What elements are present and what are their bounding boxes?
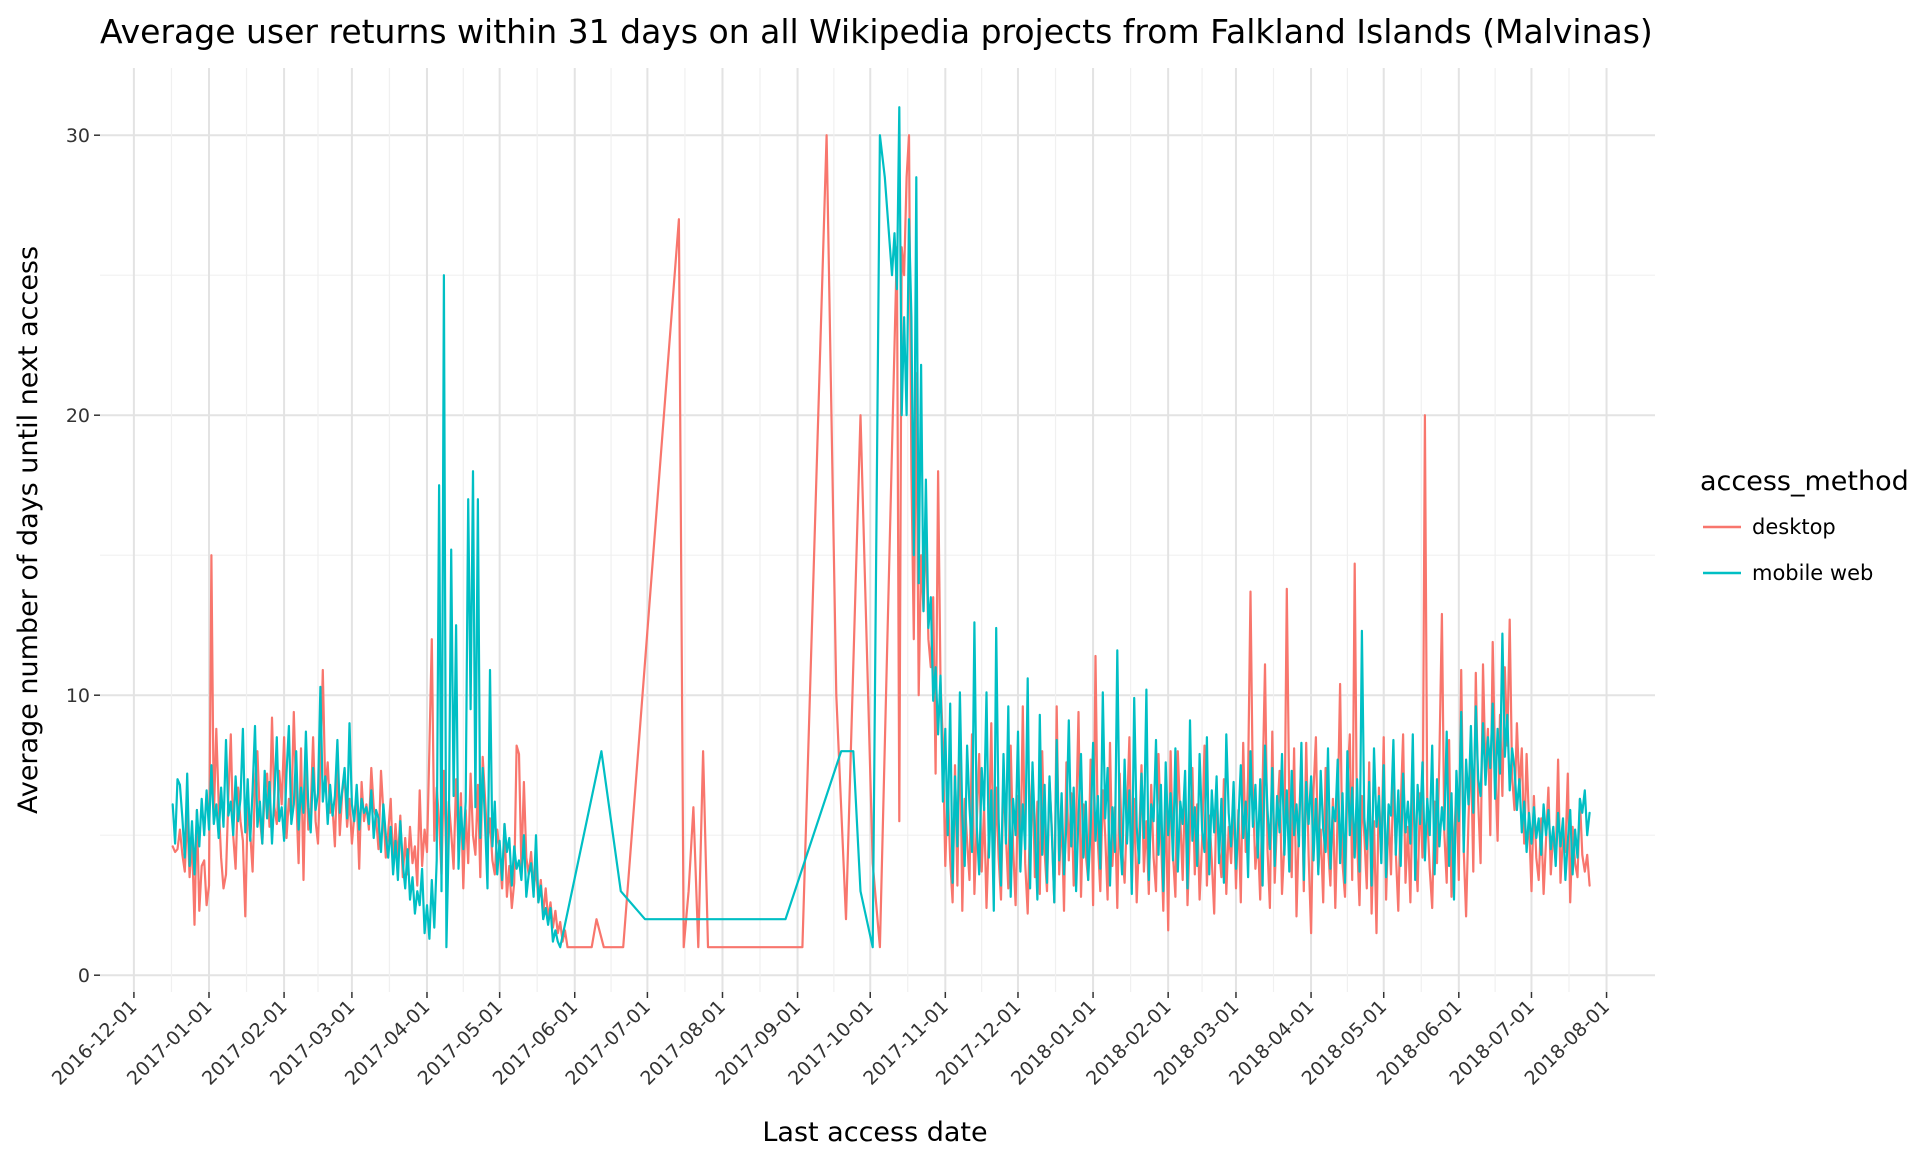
legend: access_method desktop mobile web: [1700, 466, 1909, 585]
legend-title: access_method: [1700, 466, 1909, 497]
y-tick-label: 0: [78, 965, 90, 987]
x-axis-title: Last access date: [762, 1117, 987, 1148]
chart-title: Average user returns within 31 days on a…: [100, 12, 1653, 51]
legend-label-mobile-web: mobile web: [1752, 561, 1873, 585]
y-tick-label: 30: [66, 125, 90, 147]
legend-label-desktop: desktop: [1752, 515, 1836, 539]
y-axis-title: Average number of days until next access: [13, 246, 44, 814]
y-axis-ticks: 0 10 20 30: [66, 125, 100, 987]
y-tick-label: 10: [66, 685, 90, 707]
series-line-mobile-web: [171, 106, 1591, 949]
series-layer: [171, 106, 1591, 949]
y-tick-label: 20: [66, 405, 90, 427]
